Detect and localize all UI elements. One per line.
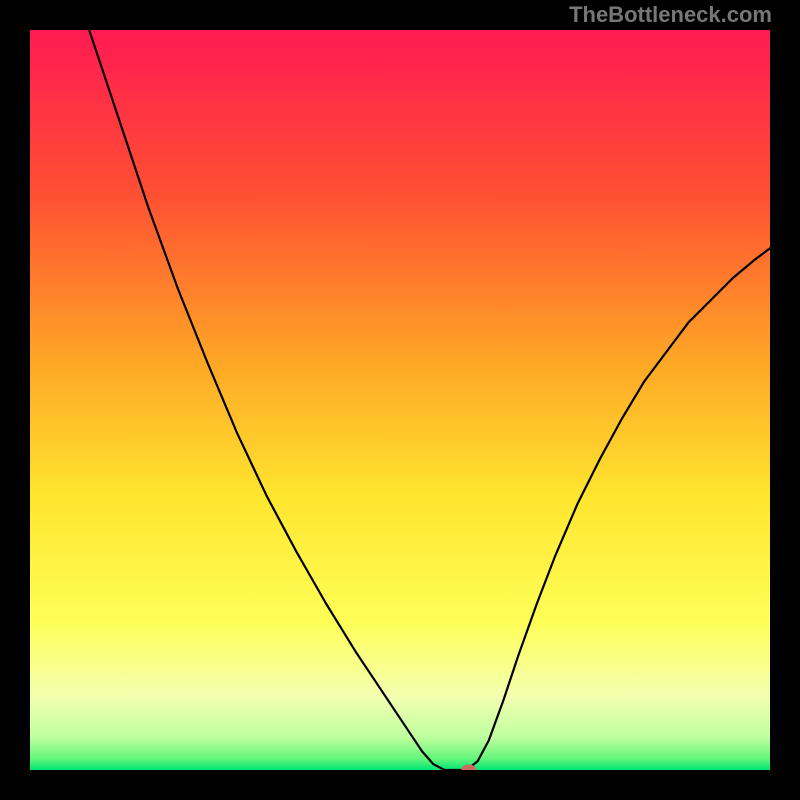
plot-area <box>30 30 770 770</box>
chart-svg <box>30 30 770 770</box>
watermark-text: TheBottleneck.com <box>569 2 772 28</box>
gradient-background <box>30 30 770 770</box>
figure-root: TheBottleneck.com <box>0 0 800 800</box>
